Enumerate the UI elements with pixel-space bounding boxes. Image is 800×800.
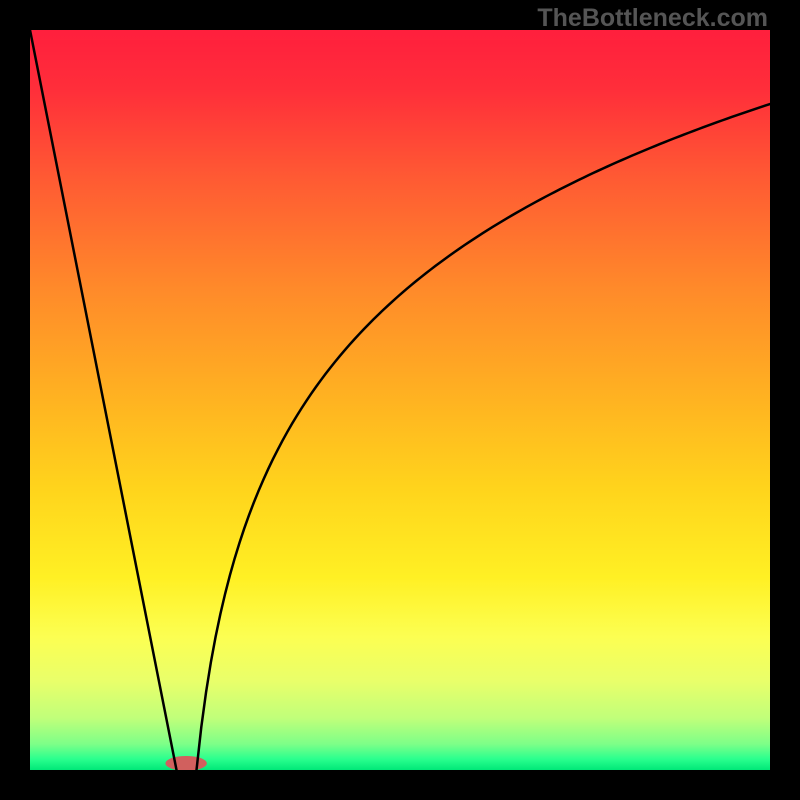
plot-area (30, 30, 770, 770)
watermark-text: TheBottleneck.com (537, 4, 768, 33)
chart-frame: TheBottleneck.com (0, 0, 800, 800)
gradient-background (30, 30, 770, 770)
plot-svg (30, 30, 770, 770)
